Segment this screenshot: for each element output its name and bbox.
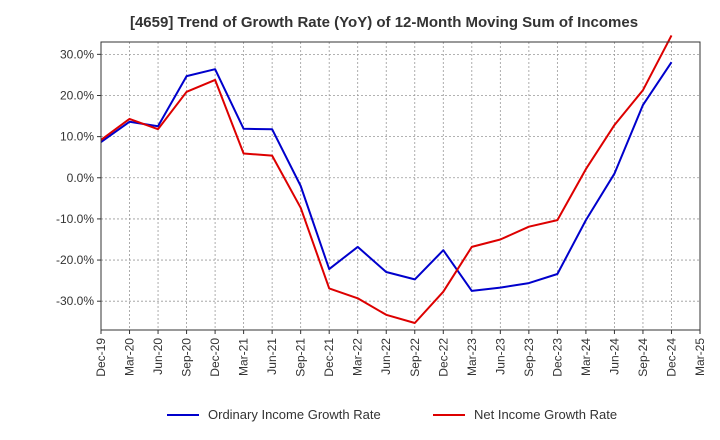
x-tick-label: Sep-24	[636, 338, 650, 377]
y-tick-label: 20.0%	[60, 88, 94, 102]
x-tick-label: Sep-22	[408, 338, 422, 377]
y-tick-label: 0.0%	[67, 171, 95, 185]
x-tick-label: Dec-22	[436, 338, 450, 377]
x-tick-label: Dec-24	[664, 338, 678, 377]
chart-title: [4659] Trend of Growth Rate (YoY) of 12-…	[130, 14, 638, 31]
series-line-net-income	[100, 34, 673, 324]
x-tick-label: Mar-24	[579, 338, 593, 376]
x-tick-label: Mar-20	[123, 338, 137, 376]
x-tick-label: Dec-21	[322, 338, 336, 377]
x-tick-label: Mar-23	[465, 338, 479, 376]
x-tick-label: Mar-25	[693, 338, 707, 376]
y-tick-label: -20.0%	[56, 253, 94, 267]
y-axis-ticks: 30.0% 20.0% 10.0% 0.0% -10.0% -20.0% -30.0%	[56, 47, 101, 308]
series-line-ordinary-income	[100, 61, 673, 292]
x-tick-label: Jun-24	[607, 338, 621, 375]
x-tick-label: Jun-20	[151, 338, 165, 375]
y-tick-label: -30.0%	[56, 294, 94, 308]
y-tick-label: -10.0%	[56, 212, 94, 226]
legend: Ordinary Income Growth Rate Net Income G…	[167, 407, 617, 422]
x-tick-label: Sep-21	[294, 338, 308, 377]
x-tick-label: Jun-22	[379, 338, 393, 375]
x-tick-label: Jun-21	[265, 338, 279, 375]
x-tick-label: Sep-23	[522, 338, 536, 377]
grid	[101, 42, 700, 330]
x-tick-label: Dec-20	[208, 338, 222, 377]
legend-label-net-income: Net Income Growth Rate	[474, 407, 617, 422]
x-tick-label: Dec-23	[550, 338, 564, 377]
plot-frame	[100, 41, 701, 331]
x-axis-ticks: Dec-19 Mar-20 Jun-20 Sep-20 Dec-20 Mar-21 Jun-…	[94, 330, 707, 377]
x-tick-label: Mar-21	[237, 338, 251, 376]
y-tick-label: 10.0%	[60, 130, 94, 144]
series-lines	[100, 34, 673, 324]
x-tick-label: Mar-22	[351, 338, 365, 376]
legend-label-ordinary-income: Ordinary Income Growth Rate	[208, 407, 381, 422]
x-tick-label: Dec-19	[94, 338, 108, 377]
x-tick-label: Jun-23	[493, 338, 507, 375]
x-tick-label: Sep-20	[180, 338, 194, 377]
y-tick-label: 30.0%	[60, 47, 94, 61]
